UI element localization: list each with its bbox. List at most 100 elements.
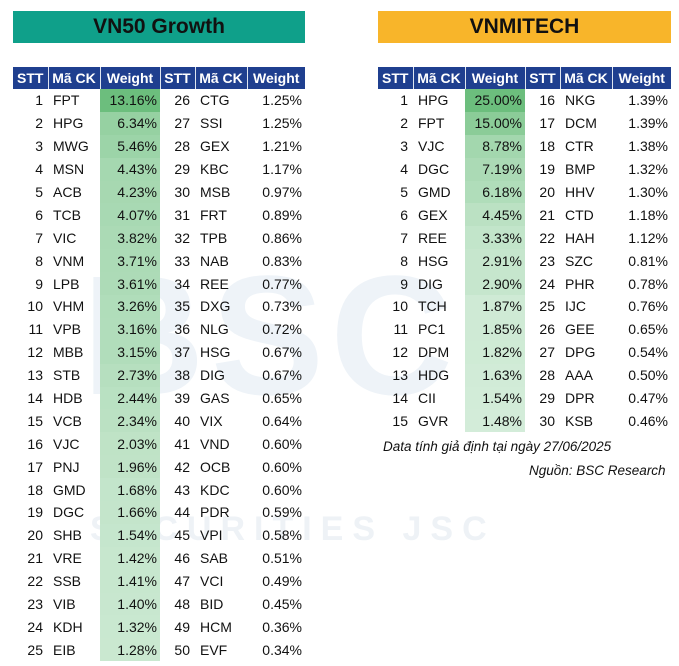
weight-cell: 2.73% — [100, 363, 160, 387]
ticker-cell: GVR — [418, 412, 449, 429]
weight-cell: 1.66% — [100, 501, 160, 524]
table-body: 1 FPT 13.16% 26 CTG 1.25% 2 HPG 6.34% 27 SSI 1.25% 3… — [13, 89, 305, 662]
weight-cell: 4.07% — [100, 203, 160, 227]
stt-cell: 6 — [400, 206, 408, 223]
stt-cell: 12 — [27, 344, 43, 361]
table-row: 19 DGC 1.66% 44 PDR 0.59% — [13, 501, 305, 524]
stt-cell: 43 — [174, 481, 190, 498]
column-header: STT — [160, 67, 196, 89]
ticker-cell: NAB — [200, 252, 229, 269]
table-row: 25 EIB 1.28% 50 EVF 0.34% — [13, 638, 305, 662]
table-row: 7 VIC 3.82% 32 TPB 0.86% — [13, 226, 305, 250]
ticker-cell: HHV — [565, 184, 595, 200]
stt-cell: 50 — [174, 641, 190, 658]
ticker-cell: DIG — [418, 275, 443, 292]
weight-cell: 0.34% — [262, 641, 302, 658]
weight-cell: 0.59% — [262, 504, 302, 521]
ticker-cell: SSI — [200, 115, 223, 132]
weight-cell: 0.65% — [628, 321, 668, 338]
stt-cell: 11 — [393, 321, 408, 338]
table-row: 11 VPB 3.16% 36 NLG 0.72% — [13, 317, 305, 341]
ticker-cell: TCB — [53, 206, 81, 223]
ticker-cell: SAB — [200, 550, 229, 567]
stt-cell: 5 — [35, 184, 43, 200]
table-row: 23 VIB 1.40% 48 BID 0.45% — [13, 592, 305, 616]
weight-cell: 1.82% — [465, 340, 525, 364]
ticker-cell: VPI — [200, 527, 223, 544]
ticker-cell: HDG — [418, 367, 450, 384]
table-row: 15 GVR 1.48% 30 KSB 0.46% — [378, 409, 671, 433]
weight-cell: 0.50% — [628, 367, 668, 384]
ticker-cell: MSB — [200, 184, 231, 200]
table-row: 13 STB 2.73% 38 DIG 0.67% — [13, 363, 305, 387]
ticker-cell: PDR — [200, 504, 230, 521]
stt-cell: 20 — [27, 527, 43, 544]
stt-cell: 21 — [539, 206, 555, 223]
ticker-cell: EVF — [200, 641, 228, 658]
stt-cell: 39 — [174, 390, 190, 407]
ticker-cell: HCM — [200, 618, 232, 635]
weight-cell: 4.23% — [100, 180, 160, 204]
weight-cell: 0.72% — [262, 321, 302, 338]
ticker-cell: MBB — [53, 344, 84, 361]
ticker-cell: VIX — [200, 412, 223, 429]
weight-cell: 0.60% — [262, 481, 302, 498]
table-row: 5 GMD 6.18% 20 HHV 1.30% — [378, 180, 671, 204]
table-row: 22 SSB 1.41% 47 VCI 0.49% — [13, 569, 305, 593]
stt-cell: 4 — [400, 161, 408, 178]
column-header: Weight — [465, 67, 526, 89]
stt-cell: 42 — [174, 458, 190, 475]
ticker-cell: VCI — [200, 573, 224, 590]
table-row: 2 FPT 15.00% 17 DCM 1.39% — [378, 111, 671, 135]
weight-cell: 0.97% — [262, 184, 302, 200]
weight-cell: 0.83% — [262, 252, 302, 269]
weight-cell: 0.51% — [262, 550, 302, 567]
weight-cell: 1.18% — [628, 206, 668, 223]
stt-cell: 18 — [539, 138, 555, 155]
stt-cell: 25 — [27, 641, 43, 658]
stt-cell: 47 — [174, 573, 190, 590]
weight-cell: 0.47% — [628, 390, 668, 407]
ticker-cell: AAA — [565, 367, 594, 384]
ticker-cell: CTR — [565, 138, 594, 155]
weight-cell: 3.71% — [100, 249, 160, 273]
column-header: Mã CK — [560, 67, 613, 89]
ticker-cell: KDH — [53, 618, 83, 635]
table-row: 9 DIG 2.90% 24 PHR 0.78% — [378, 272, 671, 296]
ticker-cell: FPT — [53, 92, 80, 109]
weight-cell: 5.46% — [100, 134, 160, 158]
weight-cell: 3.26% — [100, 295, 160, 318]
ticker-cell: TCH — [418, 298, 447, 315]
stt-cell: 30 — [539, 412, 555, 429]
weight-cell: 2.03% — [100, 432, 160, 456]
weight-cell: 1.21% — [262, 138, 302, 155]
weight-cell: 0.58% — [262, 527, 302, 544]
stt-cell: 9 — [35, 275, 43, 292]
ticker-cell: DIG — [200, 367, 225, 384]
stt-cell: 7 — [400, 229, 408, 246]
weight-cell: 4.43% — [100, 157, 160, 181]
weight-cell: 1.85% — [465, 317, 525, 341]
stt-cell: 48 — [174, 596, 190, 613]
weight-cell: 0.54% — [628, 344, 668, 361]
ticker-cell: DGC — [53, 504, 85, 521]
ticker-cell: VND — [200, 435, 230, 452]
weight-cell: 1.39% — [628, 92, 668, 109]
weight-cell: 1.40% — [100, 592, 160, 616]
stt-cell: 24 — [539, 275, 555, 292]
ticker-cell: HPG — [418, 92, 449, 109]
stt-cell: 23 — [539, 252, 555, 269]
ticker-cell: VIC — [53, 229, 77, 246]
table-row: 15 VCB 2.34% 40 VIX 0.64% — [13, 409, 305, 433]
stt-cell: 4 — [35, 161, 43, 178]
ticker-cell: CTG — [200, 92, 230, 109]
ticker-cell: VHM — [53, 298, 85, 315]
stt-cell: 18 — [27, 481, 43, 498]
weight-cell: 3.82% — [100, 226, 160, 250]
column-header: Weight — [247, 67, 305, 89]
stt-cell: 13 — [27, 367, 43, 384]
table-row: 11 PC1 1.85% 26 GEE 0.65% — [378, 317, 671, 341]
stt-cell: 14 — [392, 390, 408, 407]
ticker-cell: PC1 — [418, 321, 446, 338]
ticker-cell: LPB — [53, 275, 80, 292]
